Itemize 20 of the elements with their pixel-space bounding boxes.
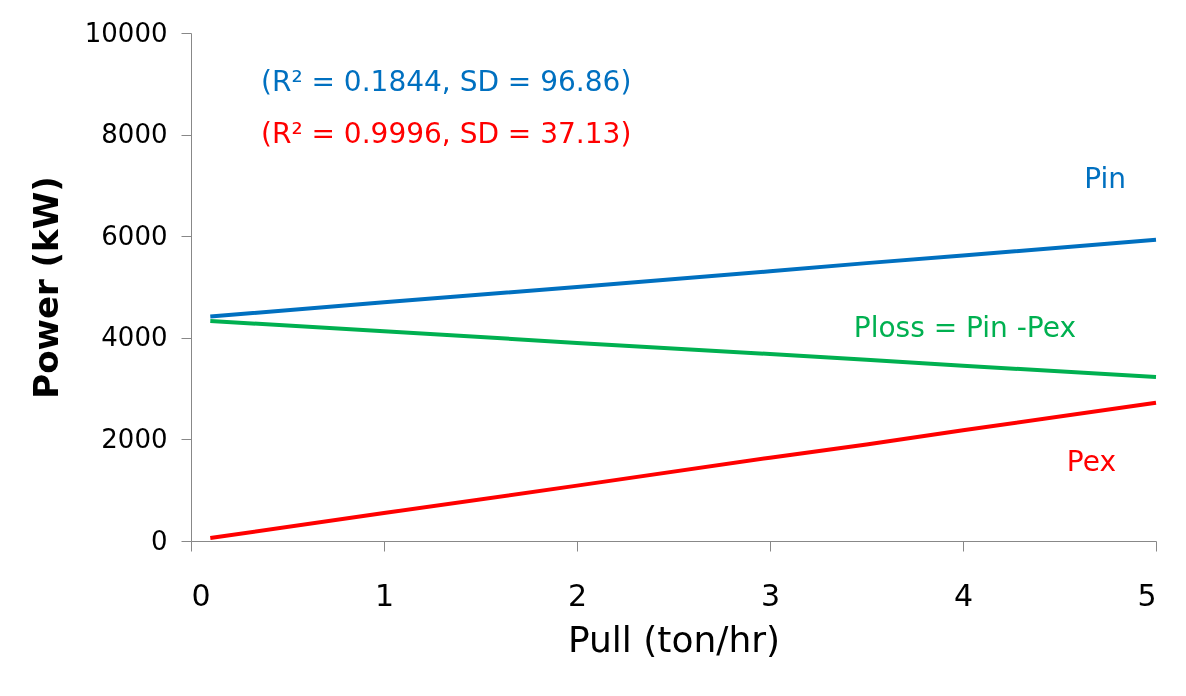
x-tick-label: 4 — [953, 577, 974, 613]
annotation: (R² = 0.9996, SD = 37.13) — [261, 117, 632, 150]
x-axis-title: Pull (ton/hr) — [567, 618, 781, 660]
series-label: Pex — [1066, 444, 1116, 478]
series-label: Pin — [1084, 161, 1126, 195]
y-tick-label: 2000 — [101, 423, 168, 454]
x-tick-label: 1 — [374, 577, 395, 613]
annotation: (R² = 0.1844, SD = 96.86) — [261, 65, 632, 98]
y-tick-label: 8000 — [101, 119, 168, 150]
x-tick-label: 5 — [1137, 577, 1157, 613]
y-tick-label: 4000 — [101, 322, 168, 353]
y-tick-label: 0 — [150, 525, 168, 556]
series-label: Ploss = Pin -Pex — [853, 310, 1076, 344]
x-tick-label: 2 — [567, 577, 588, 613]
x-tick-label: 3 — [760, 577, 781, 613]
line-series — [208, 400, 1158, 540]
y-tick-label: 6000 — [101, 220, 168, 251]
x-tick-label: 0 — [191, 577, 211, 613]
y-axis-title: Power (kW) — [25, 176, 66, 399]
y-tick-label: 10000 — [84, 17, 168, 48]
